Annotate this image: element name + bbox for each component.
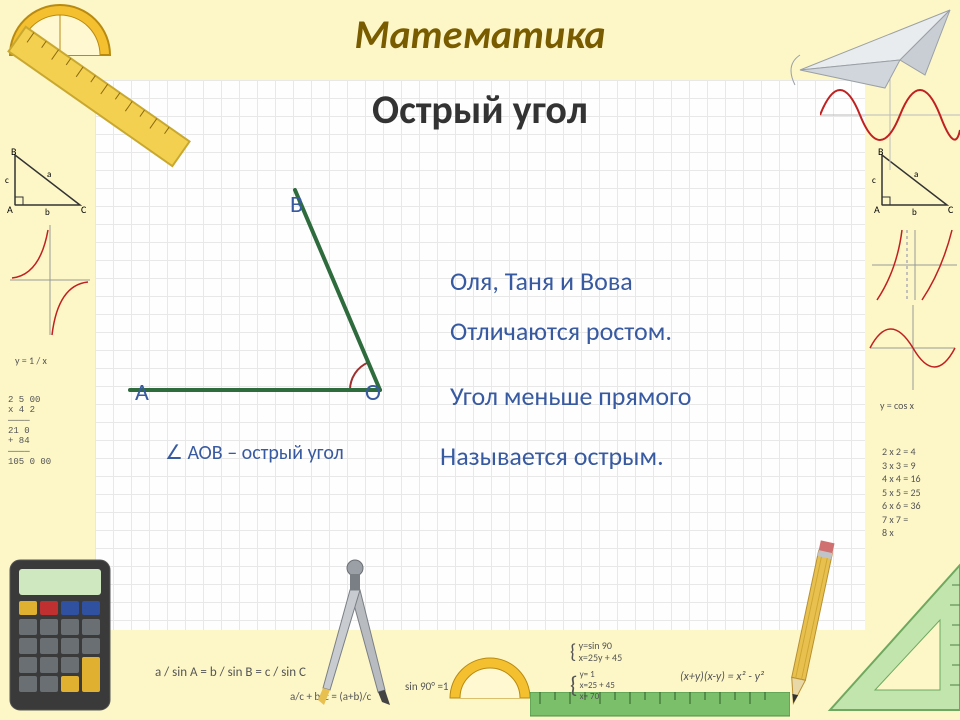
poem-line-2: Угол меньше прямого xyxy=(450,380,692,412)
calculator-icon xyxy=(5,555,115,715)
svg-text:C: C xyxy=(81,203,87,215)
acute-angle-diagram xyxy=(120,180,440,440)
paper-plane-icon xyxy=(790,0,960,100)
mt-2: 4 x 4 = 16 xyxy=(882,472,921,486)
angle-symbol: ∠ xyxy=(165,442,183,464)
svg-text:A: A xyxy=(7,203,13,215)
ruler-green-icon xyxy=(530,692,790,718)
ray-ob xyxy=(295,190,380,390)
mt-1: 3 x 3 = 9 xyxy=(882,459,921,473)
mini-long-mult: 2 5 00 x 4 2 ──── 21 0 + 84 ──── 105 0 0… xyxy=(8,395,51,467)
poem-line-1: Отличаются ростом. xyxy=(450,315,672,347)
svg-text:a: a xyxy=(914,169,918,180)
set-square-icon xyxy=(820,555,960,720)
mini-graph-cos xyxy=(865,300,960,395)
cos-label: y = cos x xyxy=(880,400,914,412)
svg-text:B: B xyxy=(11,145,17,158)
svg-text:A: A xyxy=(874,203,880,215)
mt-4: 6 x 6 = 36 xyxy=(882,499,921,513)
mini-graph-inverse xyxy=(0,220,95,340)
poem-line-0: Оля, Таня и Вова xyxy=(450,265,633,297)
mini-protractor-icon xyxy=(445,650,535,705)
svg-text:b: b xyxy=(45,207,50,215)
angle-vertex-b: В xyxy=(290,190,303,219)
svg-text:b: b xyxy=(912,207,917,215)
angle-vertex-o: О xyxy=(365,378,381,407)
svg-text:c: c xyxy=(5,175,9,186)
svg-text:c: c xyxy=(872,175,876,186)
system2: { y= 1 x=25 + 45 x= 70 xyxy=(570,670,615,702)
mini-right-triangle-left: A B C b c a xyxy=(5,145,90,215)
angle-caption-text: АОВ – острый угол xyxy=(183,441,344,465)
sine-rule: a / sin A = b / sin B = c / sin C xyxy=(155,665,306,681)
inv-label: y = 1 / x xyxy=(15,355,47,367)
mt-0: 2 x 2 = 4 xyxy=(882,445,921,459)
compass-icon xyxy=(300,550,410,710)
svg-text:a: a xyxy=(47,169,51,180)
svg-text:C: C xyxy=(948,203,954,215)
poly-identity: (x+y)(x-y) = x² - y² xyxy=(680,670,764,684)
mt-5: 7 x 7 = xyxy=(882,513,921,527)
mini-graph-tan xyxy=(867,225,960,305)
sin90: sin 90° =1 xyxy=(405,680,449,693)
poem-line-3: Называется острым. xyxy=(440,440,664,472)
mt-3: 5 x 5 = 25 xyxy=(882,486,921,500)
mini-mult-table: 2 x 2 = 4 3 x 3 = 9 4 x 4 = 16 5 x 5 = 2… xyxy=(882,445,921,540)
angle-caption: ∠ АОВ – острый угол xyxy=(165,440,344,465)
mt-6: 8 x xyxy=(882,526,921,540)
system1: { y=sin 90 x=25y + 45 xyxy=(570,640,622,664)
angle-vertex-a: А xyxy=(135,378,149,407)
